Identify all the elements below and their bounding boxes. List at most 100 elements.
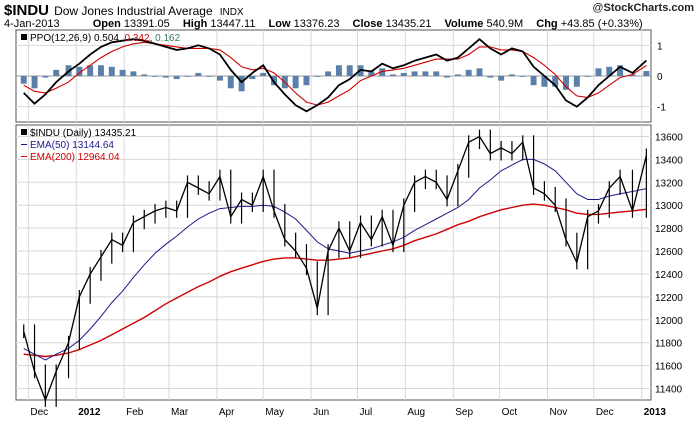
ppo-histogram-bar	[152, 76, 159, 77]
open-label: Open	[92, 18, 121, 30]
ppo-histogram-bar	[162, 76, 169, 78]
price-y-axis: 11400 11600 11800 12000 12200 12400 12600 12800…	[655, 132, 683, 395]
ppo-histogram-bar	[400, 72, 407, 76]
ppo-lines	[23, 38, 647, 113]
ppo-histogram-bar	[498, 76, 505, 81]
ppo-histogram-bar	[173, 76, 180, 80]
quote-date: 4-Jan-2013	[4, 18, 60, 30]
price-tick-label: 12800	[655, 224, 683, 235]
x-axis: Dec 2012 Feb Mar Apr May Jun Jul Aug Sep Oct Nov Dec…	[30, 407, 666, 418]
price-tick-label: 13200	[655, 178, 683, 189]
ema50-legend-swatch	[21, 144, 27, 145]
ema50-value: 13144.64	[72, 140, 114, 151]
stockcharts-credit[interactable]: @StockCharts.com	[592, 2, 694, 14]
ppo-title: PPO(12,26,9)	[30, 33, 92, 44]
ppo-histogram-bar	[216, 76, 223, 81]
ppo-histogram-bar	[325, 71, 332, 76]
ema50-label: EMA(50)	[30, 140, 70, 151]
ppo-histogram-bar	[379, 68, 386, 76]
low-value: 13376.23	[293, 18, 340, 30]
ppo-histogram-bar	[98, 65, 104, 76]
ppo-histogram-bar	[238, 76, 245, 92]
ppo-histogram-bar	[422, 71, 429, 76]
ppo-histogram-bar	[584, 76, 591, 77]
ema200-value: 12964.04	[77, 152, 120, 163]
x-tick-label: 2013	[644, 407, 667, 418]
x-tick-label: Mar	[171, 407, 189, 418]
ema200-legend-row: EMA(200) 12964.04	[21, 152, 136, 164]
price-gridlines	[16, 125, 651, 400]
ppo-histogram-bar	[629, 74, 636, 76]
credit-text: StockCharts.com	[603, 2, 694, 14]
ppo-histogram-bar	[108, 66, 115, 76]
ppo-histogram-bar	[606, 66, 613, 76]
price-close-value: 13435.21	[94, 128, 137, 139]
ppo-histogram-bar	[20, 76, 27, 84]
credit-symbol: @	[592, 2, 604, 14]
low-label: Low	[268, 18, 291, 30]
x-tick-label: Jun	[313, 407, 329, 418]
x-tick-label: Dec	[30, 407, 48, 418]
ppo-legend: PPO(12,26,9) 0.504, 0.342, 0.162	[21, 33, 180, 44]
ppo-histogram-bar	[184, 76, 191, 77]
symbol: $INDU	[4, 2, 50, 19]
price-tick-label: 12600	[655, 247, 683, 258]
ppo-tick-label: -1	[657, 103, 666, 114]
signal-value: 0.342	[124, 33, 150, 44]
ppo-legend-swatch	[21, 34, 27, 40]
ppo-histogram-bar	[563, 76, 569, 90]
histogram-value: 0.162	[155, 33, 181, 44]
ppo-histogram-bar	[206, 76, 213, 77]
ema200-line	[23, 203, 647, 358]
price-tick-label: 13600	[655, 132, 683, 143]
price-title: $INDU (Daily)	[30, 128, 92, 139]
ppo-histogram-bar	[444, 76, 451, 78]
price-tick-label: 12400	[655, 270, 683, 281]
close-value: 13435.21	[385, 18, 432, 30]
price-panel	[15, 124, 652, 401]
ppo-histogram-bar	[476, 68, 483, 76]
x-tick-label: Feb	[126, 407, 144, 418]
price-tick-label: 13000	[655, 201, 683, 212]
x-tick-label: Aug	[407, 407, 425, 418]
x-tick-label: 2012	[78, 407, 101, 418]
ema200-label: EMA(200)	[30, 152, 76, 163]
ppo-histogram-bar	[249, 76, 256, 80]
ppo-histogram-bar	[643, 71, 650, 76]
ppo-histogram-bar	[53, 69, 60, 76]
x-tick-label: Oct	[502, 407, 518, 418]
open-value: 13391.05	[123, 18, 170, 30]
ppo-histogram-bar	[530, 76, 537, 86]
ema50-line	[23, 158, 647, 361]
ppo-histogram-bar	[87, 65, 94, 76]
x-tick-label: Apr	[219, 407, 235, 418]
ppo-y-axis: 1 0 -1	[657, 41, 666, 113]
ppo-histogram-bar	[390, 74, 396, 76]
price-tick-label: 13400	[655, 155, 683, 166]
ema50-legend-row: EMA(50) 13144.64	[21, 140, 136, 152]
ppo-histogram-bar	[42, 76, 49, 78]
ppo-histogram-bar	[508, 74, 515, 76]
exchange: INDX	[219, 7, 244, 18]
ppo-histogram-bar	[260, 72, 267, 76]
ppo-histogram-bar	[487, 76, 494, 78]
ppo-value: 0.504	[93, 33, 119, 44]
ppo-histogram-bar	[519, 76, 526, 77]
ppo-histogram-bar	[76, 66, 83, 76]
price-tick-label: 11600	[655, 362, 683, 373]
ppo-histogram-bar	[292, 76, 299, 89]
ppo-histogram-bar	[314, 76, 321, 77]
ppo-histogram-bar	[552, 76, 559, 87]
x-tick-label: Dec	[596, 407, 614, 418]
ppo-histogram-bar	[617, 65, 624, 76]
price-legend-row: $INDU (Daily) 13435.21	[21, 128, 136, 140]
volume-value: 540.9M	[486, 18, 524, 30]
x-tick-label: Nov	[549, 407, 567, 418]
volume-label: Volume	[444, 18, 484, 30]
chart-title: $INDU Dow Jones Industrial Average INDX	[4, 2, 244, 19]
ppo-histogram-bar	[454, 74, 461, 76]
chg-value: +43.85 (+0.33%)	[560, 18, 643, 30]
ppo-histogram-bar	[346, 65, 353, 76]
ppo-histogram-bar	[573, 76, 580, 87]
